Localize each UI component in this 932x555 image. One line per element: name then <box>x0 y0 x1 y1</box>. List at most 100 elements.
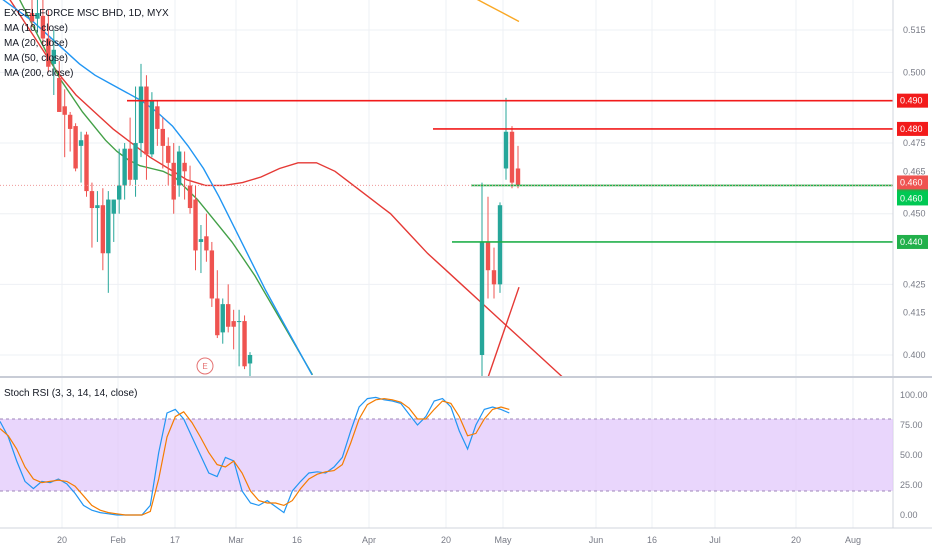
price-tick-7: 0.450 <box>903 209 926 219</box>
candle-body-36[interactable] <box>226 304 231 327</box>
price-tick-0: 0.515 <box>903 25 926 35</box>
earnings-event-label: E <box>202 362 207 371</box>
price-tick-9: 0.425 <box>903 279 926 289</box>
candle-body-18[interactable] <box>127 148 133 180</box>
candle-body-9[interactable] <box>78 140 84 146</box>
price-tick-10: 0.415 <box>903 308 926 318</box>
ma50-legend[interactable]: MA (50, close) <box>4 53 68 64</box>
level-tag-1 <box>897 121 928 136</box>
candle-body-32[interactable] <box>204 236 209 251</box>
candle-body-25[interactable] <box>166 145 171 163</box>
ma-line-3 <box>476 0 520 23</box>
ma10-legend[interactable]: MA (10, close) <box>4 23 68 34</box>
candle-body-11[interactable] <box>89 191 95 209</box>
chart-title: EXCEL FORCE MSC BHD, 1D, MYX <box>4 8 169 19</box>
candle-body-16[interactable] <box>117 185 122 200</box>
price-tick-5: 0.465 <box>903 166 926 176</box>
time-tick-8: Jun <box>589 535 604 545</box>
candle-body-20[interactable] <box>138 86 144 144</box>
candle-body-30[interactable] <box>193 199 198 251</box>
candle-body-45[interactable] <box>503 131 509 169</box>
candle-body-6[interactable] <box>62 106 67 115</box>
level-tag-label-3: 0.440 <box>900 237 923 247</box>
candle-body-3[interactable] <box>46 38 51 67</box>
candle-body-28[interactable] <box>182 162 187 172</box>
candle-body-10[interactable] <box>84 134 89 192</box>
ma20-legend[interactable]: MA (20, close) <box>4 38 68 49</box>
stoch-tick-3: 25.00 <box>900 480 923 490</box>
candle-body-38[interactable] <box>236 321 242 323</box>
candle-body-34[interactable] <box>215 298 220 336</box>
candle-body-27[interactable] <box>176 151 182 186</box>
candle-body-7[interactable] <box>67 114 73 129</box>
candle-body-24[interactable] <box>160 128 165 146</box>
time-tick-6: 20 <box>441 535 451 545</box>
candle-body-12[interactable] <box>95 205 100 209</box>
stoch-series-0[interactable] <box>0 396 510 516</box>
candle-body-13[interactable] <box>100 205 106 254</box>
candle-body-29[interactable] <box>187 185 193 209</box>
candle-body-19[interactable] <box>133 143 138 180</box>
time-tick-12: Aug <box>845 535 861 545</box>
stoch-band <box>0 419 893 491</box>
candle-body-22[interactable] <box>149 100 155 155</box>
price-pane[interactable] <box>2 0 576 389</box>
candle-body-33[interactable] <box>209 250 215 299</box>
current-price-tag-label: 0.460 <box>900 193 923 203</box>
current-price-tag <box>897 191 928 206</box>
ma200-legend[interactable]: MA (200, close) <box>4 68 74 79</box>
candle-body-44[interactable] <box>497 205 503 285</box>
candle-body-31[interactable] <box>198 239 204 242</box>
candle-body-14[interactable] <box>106 199 111 254</box>
time-tick-9: 16 <box>647 535 657 545</box>
stoch-tick-1: 75.00 <box>900 420 923 430</box>
last-price-tag-label: 0.460 <box>900 177 923 187</box>
candle-body-4[interactable] <box>51 49 56 64</box>
time-tick-10: Jul <box>709 535 721 545</box>
stoch-tick-0: 100.00 <box>900 390 928 400</box>
level-tag-label-1: 0.480 <box>900 124 923 134</box>
time-tick-1: Feb <box>110 535 126 545</box>
candle-body-23[interactable] <box>155 106 160 129</box>
chart-legend: EXCEL FORCE MSC BHD, 1D, MYX MA (10, clo… <box>4 6 169 81</box>
candle-body-1[interactable] <box>35 13 40 19</box>
stoch-rsi-title[interactable]: Stoch RSI (3, 3, 14, 14, close) <box>4 388 138 399</box>
price-tick-1: 0.500 <box>903 67 926 77</box>
candle-body-35[interactable] <box>220 304 225 333</box>
last-price-tag <box>897 175 928 190</box>
level-tag-3 <box>897 234 928 249</box>
earnings-event-marker[interactable] <box>196 357 214 375</box>
price-tick-4: 0.475 <box>903 138 926 148</box>
time-tick-4: 16 <box>292 535 302 545</box>
time-tick-11: 20 <box>791 535 801 545</box>
candle-body-26[interactable] <box>171 162 176 200</box>
candle-body-15[interactable] <box>111 199 116 214</box>
candle-body-40[interactable] <box>247 355 253 364</box>
time-tick-5: Apr <box>362 535 376 545</box>
candle-body-41[interactable] <box>479 241 485 355</box>
time-tick-7: May <box>494 535 512 545</box>
candle-body-21[interactable] <box>144 86 149 155</box>
candle-body-39[interactable] <box>242 321 247 367</box>
candle-body-0[interactable] <box>29 13 35 22</box>
ma10-recovery-line <box>487 286 520 377</box>
candle-body-47[interactable] <box>515 168 521 186</box>
candle-body-46[interactable] <box>509 131 515 183</box>
candle-body-5[interactable] <box>57 78 62 112</box>
stoch-tick-2: 50.00 <box>900 450 923 460</box>
candle-body-2[interactable] <box>40 15 46 39</box>
price-tick-11: 0.400 <box>903 350 926 360</box>
time-tick-2: 17 <box>170 535 180 545</box>
candle-body-43[interactable] <box>491 270 497 285</box>
level-tag-0 <box>897 93 928 108</box>
stoch-series-1[interactable] <box>0 397 510 516</box>
candle-body-17[interactable] <box>122 148 127 186</box>
candle-body-37[interactable] <box>231 321 236 327</box>
candle-body-42[interactable] <box>485 241 491 271</box>
candle-body-8[interactable] <box>73 126 78 169</box>
level-tag-label-0: 0.490 <box>900 96 923 106</box>
time-tick-3: Mar <box>228 535 244 545</box>
stoch-tick-4: 0.00 <box>900 510 918 520</box>
